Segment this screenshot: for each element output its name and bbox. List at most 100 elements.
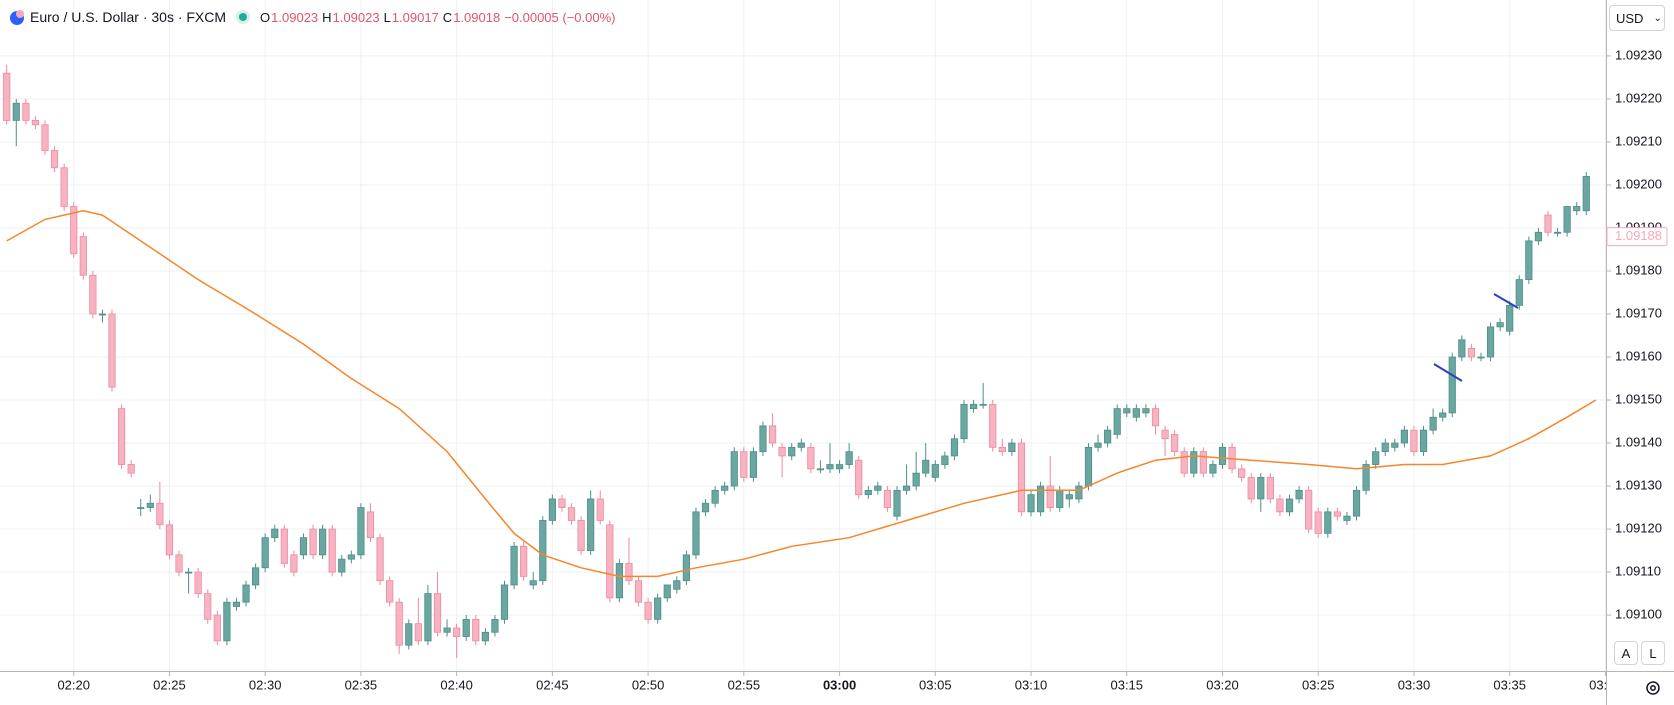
- candle-body: [788, 446, 796, 457]
- candle-body: [22, 102, 30, 121]
- log-scale-button[interactable]: L: [1641, 641, 1665, 665]
- drawing-line: [1433, 363, 1463, 382]
- y-axis: 1.092301.092201.092101.092001.091901.091…: [1606, 47, 1668, 622]
- market-status: [236, 10, 251, 24]
- candle-body: [989, 403, 997, 448]
- candle-body: [845, 451, 853, 465]
- candle-body: [194, 571, 202, 594]
- candle-body: [1171, 434, 1179, 453]
- candle-body: [232, 601, 241, 607]
- candle-body: [1553, 231, 1562, 234]
- candle-body: [280, 528, 288, 564]
- auto-scale-button[interactable]: A: [1614, 641, 1638, 665]
- candle-body: [1027, 494, 1035, 513]
- candle-body: [1458, 339, 1466, 358]
- candle-body: [778, 446, 786, 457]
- candle-body: [319, 528, 327, 556]
- candle-body: [3, 72, 11, 121]
- candle-body: [290, 554, 298, 573]
- candle-body: [1295, 489, 1303, 500]
- candle-body: [12, 102, 20, 121]
- candle-body: [864, 489, 872, 496]
- candle-body: [1094, 442, 1102, 448]
- x-tick-label: 03:15: [1110, 677, 1143, 692]
- candle-body: [520, 545, 528, 577]
- candle-body: [127, 464, 135, 474]
- candle-body: [922, 459, 930, 474]
- candle-body: [1582, 175, 1590, 212]
- auto-label: A: [1621, 645, 1631, 661]
- candle-body: [902, 485, 911, 491]
- ohlc-value: 1.09023: [271, 9, 319, 25]
- candle-body: [960, 403, 968, 440]
- candle-body: [146, 502, 154, 508]
- y-tick-label: 1.09230: [1615, 47, 1662, 62]
- candle-body: [1352, 489, 1361, 517]
- candle-body: [759, 425, 767, 453]
- candle-body: [1467, 348, 1476, 358]
- y-tick-label: 1.09110: [1615, 564, 1661, 579]
- candle-body: [261, 537, 269, 569]
- candle-body: [472, 618, 480, 642]
- candle-body: [1410, 429, 1418, 453]
- candle-body: [1573, 206, 1581, 212]
- ohlc-value: 1.09023: [332, 9, 380, 25]
- x-tick-label: 03:20: [1206, 677, 1239, 692]
- candle-body: [395, 601, 403, 646]
- change: −0.00005 (−0.00%): [504, 9, 616, 25]
- candle-body: [654, 597, 662, 620]
- candle-body: [701, 502, 710, 513]
- candle-body: [634, 580, 643, 603]
- currency-button[interactable]: USD ⌄: [1609, 5, 1665, 31]
- y-tick-label: 1.09220: [1615, 90, 1662, 105]
- candle-body: [108, 313, 116, 388]
- ohlc-value: 1.09018: [453, 9, 501, 25]
- candle-body: [357, 507, 365, 556]
- candle-body: [1266, 477, 1274, 500]
- candle-body: [941, 455, 949, 465]
- grid: [0, 0, 1606, 671]
- x-tick-label: 03:25: [1302, 677, 1335, 692]
- symbol-icon: [10, 10, 24, 25]
- candle-body: [625, 563, 633, 582]
- x-tick-label: 03:35: [1493, 677, 1526, 692]
- candle-body: [424, 593, 432, 642]
- candle-body: [893, 489, 901, 517]
- candle-body: [338, 558, 346, 573]
- candle-body: [1104, 429, 1112, 444]
- candle-body: [165, 524, 174, 556]
- drawing-line: [1493, 293, 1519, 309]
- candle-body: [60, 167, 68, 207]
- candle-body: [721, 485, 729, 491]
- ohlc-label: H: [322, 9, 332, 25]
- candle-body: [692, 511, 700, 556]
- candle-body: [998, 446, 1006, 453]
- candle-body: [1075, 485, 1083, 500]
- candle-body: [644, 601, 652, 620]
- candle-body: [548, 498, 556, 521]
- ohlc-label: O: [260, 9, 271, 25]
- candle-body: [596, 498, 604, 521]
- candle-body: [558, 498, 566, 508]
- candle-body: [1419, 429, 1428, 453]
- candle-body: [969, 403, 978, 410]
- candle-body: [184, 571, 193, 574]
- candle-body: [1563, 206, 1571, 233]
- candle-body: [328, 528, 336, 573]
- candle-body: [98, 313, 107, 316]
- candle-body: [730, 451, 738, 487]
- candle-body: [1486, 326, 1495, 358]
- candle-body: [1180, 451, 1188, 474]
- moving-average: [6, 210, 1597, 578]
- candle-body: [1285, 498, 1294, 513]
- candle-body: [213, 614, 221, 642]
- y-tick-label: 1.09120: [1615, 520, 1662, 535]
- settings-icon[interactable]: [1646, 681, 1660, 695]
- candle-body: [1142, 408, 1150, 414]
- candle-body: [462, 618, 470, 637]
- candle-body: [807, 446, 815, 470]
- candle-body: [443, 627, 451, 633]
- candle-body: [481, 631, 489, 642]
- y-tick-label: 1.09140: [1615, 434, 1662, 449]
